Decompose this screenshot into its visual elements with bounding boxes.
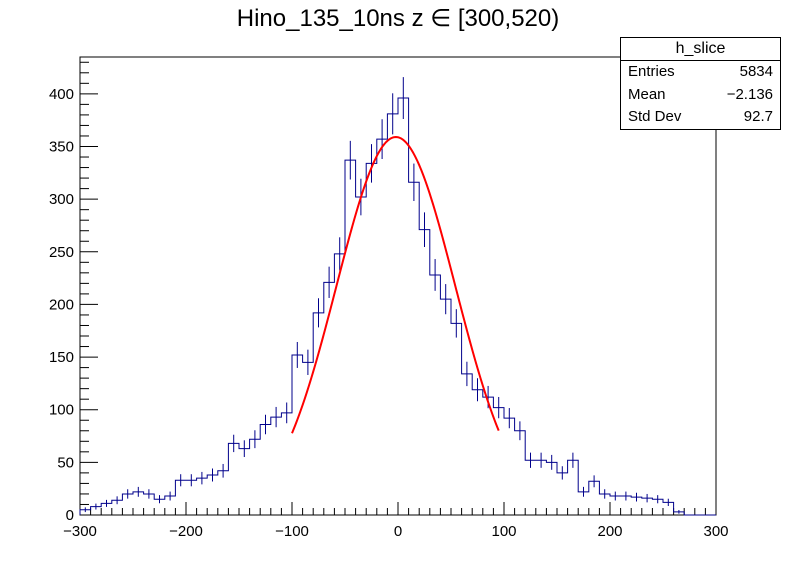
y-tick-label: 300	[49, 191, 74, 208]
y-axis-labels: 0 50 100 150 200 250 300 350 400	[49, 86, 74, 524]
stats-value: −2.136	[726, 85, 773, 103]
x-tick-label: 100	[491, 523, 516, 540]
y-tick-label: 50	[57, 454, 74, 471]
y-tick-label: 200	[49, 296, 74, 313]
y-tick-label: 250	[49, 244, 74, 261]
x-tick-label: −300	[63, 523, 97, 540]
x-axis-labels: −300 −200 −100 0 100 200 300	[63, 523, 728, 540]
stats-label: Mean	[628, 85, 666, 103]
x-axis-ticks	[79, 502, 717, 515]
y-tick-label: 150	[49, 349, 74, 366]
x-tick-label: −200	[169, 523, 203, 540]
stats-value: 92.7	[743, 108, 773, 125]
stats-box-title: h_slice	[621, 38, 780, 61]
stats-row-stddev: Std Dev 92.7	[621, 106, 780, 129]
stats-row-mean: Mean −2.136	[621, 84, 780, 107]
y-axis-ticks	[80, 61, 98, 516]
fit-curve	[291, 136, 500, 434]
histogram-outline	[79, 97, 716, 516]
y-tick-label: 350	[49, 138, 74, 155]
x-tick-label: 0	[394, 523, 402, 540]
x-tick-label: −100	[275, 523, 309, 540]
fit-curve-group	[291, 136, 500, 434]
stats-label: Std Dev	[628, 108, 682, 125]
stats-row-entries: Entries 5834	[621, 61, 780, 84]
error-bars	[84, 77, 680, 514]
y-tick-label: 0	[66, 507, 74, 524]
histogram-series	[79, 97, 716, 516]
x-tick-label: 200	[597, 523, 622, 540]
y-tick-label: 100	[49, 402, 74, 419]
stats-value: 5834	[739, 63, 773, 80]
stats-box: h_slice Entries 5834 Mean −2.136 Std Dev…	[620, 37, 781, 130]
stats-label: Entries	[628, 63, 675, 80]
y-tick-label: 400	[49, 86, 74, 103]
chart-title: Hino_135_10ns z ∈ [300,520)	[236, 5, 560, 32]
x-tick-label: 300	[703, 523, 728, 540]
